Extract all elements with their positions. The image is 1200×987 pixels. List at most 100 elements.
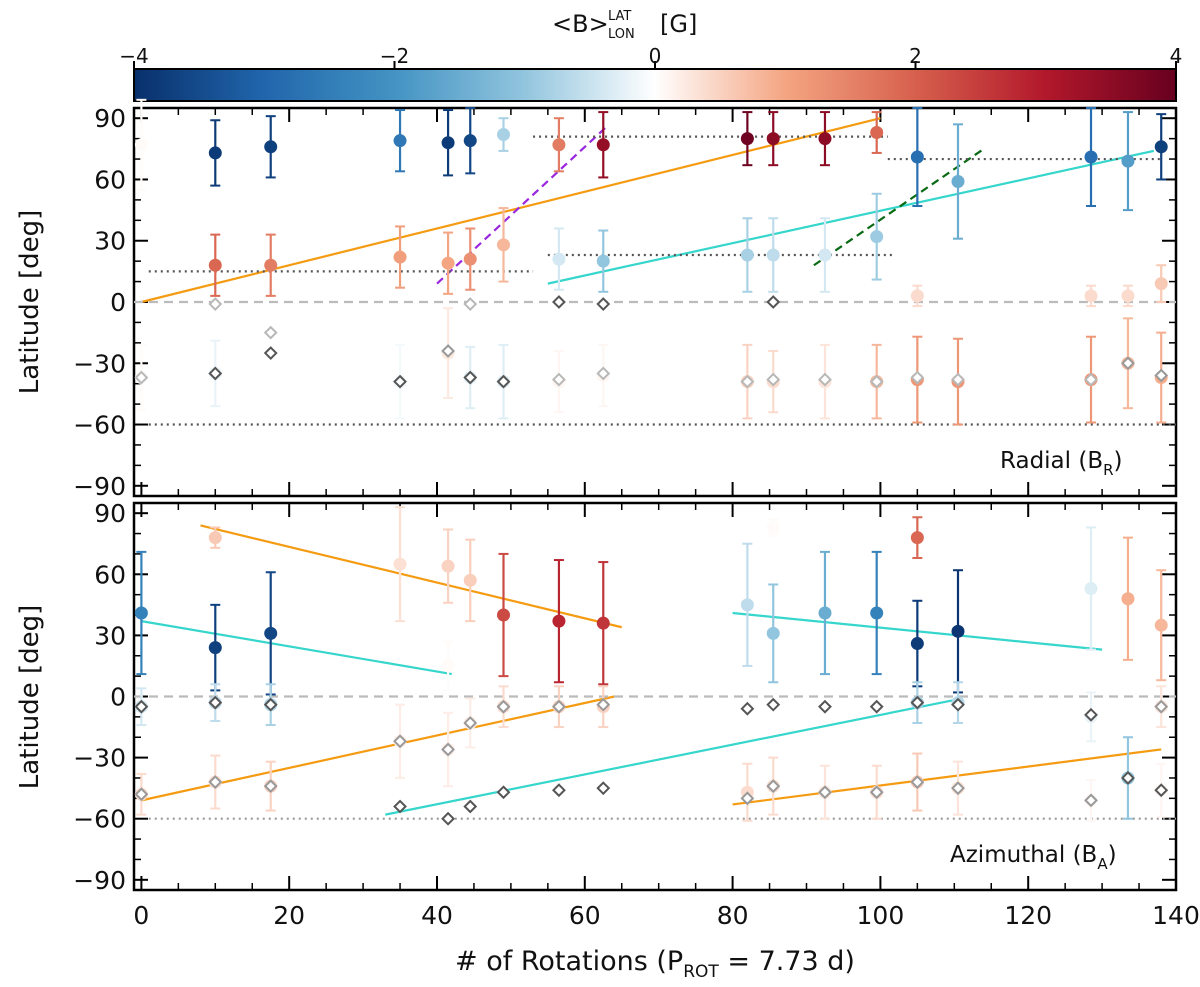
data-point [441, 136, 455, 150]
data-point [870, 606, 884, 620]
equator-marker [951, 372, 965, 387]
data-point [264, 140, 278, 154]
x-tick-label: 120 [1004, 901, 1052, 930]
x-tick-label: 80 [717, 901, 749, 930]
equator-marker [463, 297, 478, 311]
y-tick-label: −90 [73, 472, 126, 501]
data-point [951, 175, 965, 189]
y-tick-label: 0 [110, 683, 126, 712]
data-point [910, 531, 924, 545]
x-tick-label: 20 [273, 901, 305, 930]
equator-marker [1154, 783, 1169, 798]
equator-marker [263, 325, 278, 340]
equator-marker [496, 785, 511, 800]
trend-line [436, 125, 608, 285]
radial-ylabel: Latitude [deg] [15, 210, 45, 395]
equator-marker [1154, 368, 1169, 383]
y-tick-label: 30 [94, 227, 126, 256]
trend-line [385, 697, 962, 816]
equator-marker [596, 781, 611, 796]
data-point [552, 252, 566, 266]
data-point [1121, 154, 1135, 168]
equator-marker [263, 346, 278, 360]
equator-marker [393, 799, 407, 814]
data-point [208, 258, 222, 272]
data-point [818, 606, 832, 620]
y-tick-label: 90 [94, 499, 126, 528]
x-tick-label: 0 [133, 901, 149, 930]
equator-marker [463, 799, 478, 814]
data-point [596, 138, 610, 152]
data-point [1154, 277, 1168, 291]
data-point [208, 531, 222, 545]
data-point [463, 134, 477, 148]
equator-marker [208, 366, 223, 381]
equator-marker [134, 699, 149, 714]
data-point [497, 128, 511, 142]
colorbar-unit: [G] [660, 10, 697, 38]
equator-marker [766, 295, 781, 309]
trend-line [813, 147, 985, 267]
trend-line [200, 524, 623, 629]
equator-marker [951, 781, 965, 796]
trend-line [141, 620, 452, 676]
data-point [951, 624, 965, 638]
colorbar-title: <B> [552, 10, 609, 38]
azimuthal-ylabel: Latitude [deg] [15, 605, 45, 790]
data-point [818, 248, 832, 262]
trend-line [141, 117, 881, 304]
data-point [463, 573, 477, 587]
y-tick-label: 60 [94, 165, 126, 194]
data-point [463, 252, 477, 266]
equator-marker [910, 775, 925, 789]
x-tick-label: 140 [1152, 901, 1200, 930]
equator-marker [1084, 707, 1098, 722]
data-point [497, 238, 511, 252]
equator-marker [869, 374, 884, 389]
x-tick-label: 100 [857, 901, 905, 930]
data-point [870, 126, 884, 140]
equator-marker [740, 701, 755, 716]
equator-marker [740, 791, 755, 806]
data-point [596, 254, 610, 268]
equator-marker [766, 779, 781, 794]
x-axis-ticks: 0 20 40 60 80 100 120 140 [133, 901, 1199, 930]
trend-line [732, 748, 1162, 806]
equator-marker [596, 366, 611, 381]
data-point [441, 659, 455, 673]
radial-panel-label: Radial (BR) [1000, 448, 1123, 479]
data-point [910, 289, 924, 303]
y-tick-label: 60 [94, 560, 126, 589]
equator-marker [552, 372, 566, 387]
data-point [766, 248, 780, 262]
equator-marker [393, 734, 407, 749]
y-tick-label: −60 [73, 805, 126, 834]
colorbar-gradient [133, 68, 1177, 102]
data-point [766, 626, 780, 640]
equator-marker [910, 370, 925, 385]
data-point [596, 616, 610, 630]
equator-marker [1084, 372, 1098, 387]
data-point [441, 559, 455, 573]
data-point [740, 132, 754, 146]
equator-marker [740, 374, 755, 389]
equator-marker [818, 372, 832, 387]
equator-marker [496, 699, 511, 714]
colorbar-tick-label: 2 [909, 44, 922, 68]
equator-marker [596, 297, 611, 311]
x-tick-label: 60 [569, 901, 601, 930]
data-point [134, 138, 148, 152]
colorbar-tick-label: 0 [649, 44, 662, 68]
data-point [910, 637, 924, 651]
trend-line [547, 149, 1155, 285]
equator-marker [134, 787, 149, 802]
equator-marker [1084, 793, 1098, 808]
y-tick-label: −30 [73, 744, 126, 773]
colorbar-tick-label: −4 [119, 44, 148, 68]
data-point [264, 258, 278, 272]
data-point [552, 138, 566, 152]
data-point [910, 150, 924, 164]
equator-marker [496, 374, 511, 389]
data-point [441, 256, 455, 270]
data-point [1121, 592, 1135, 606]
